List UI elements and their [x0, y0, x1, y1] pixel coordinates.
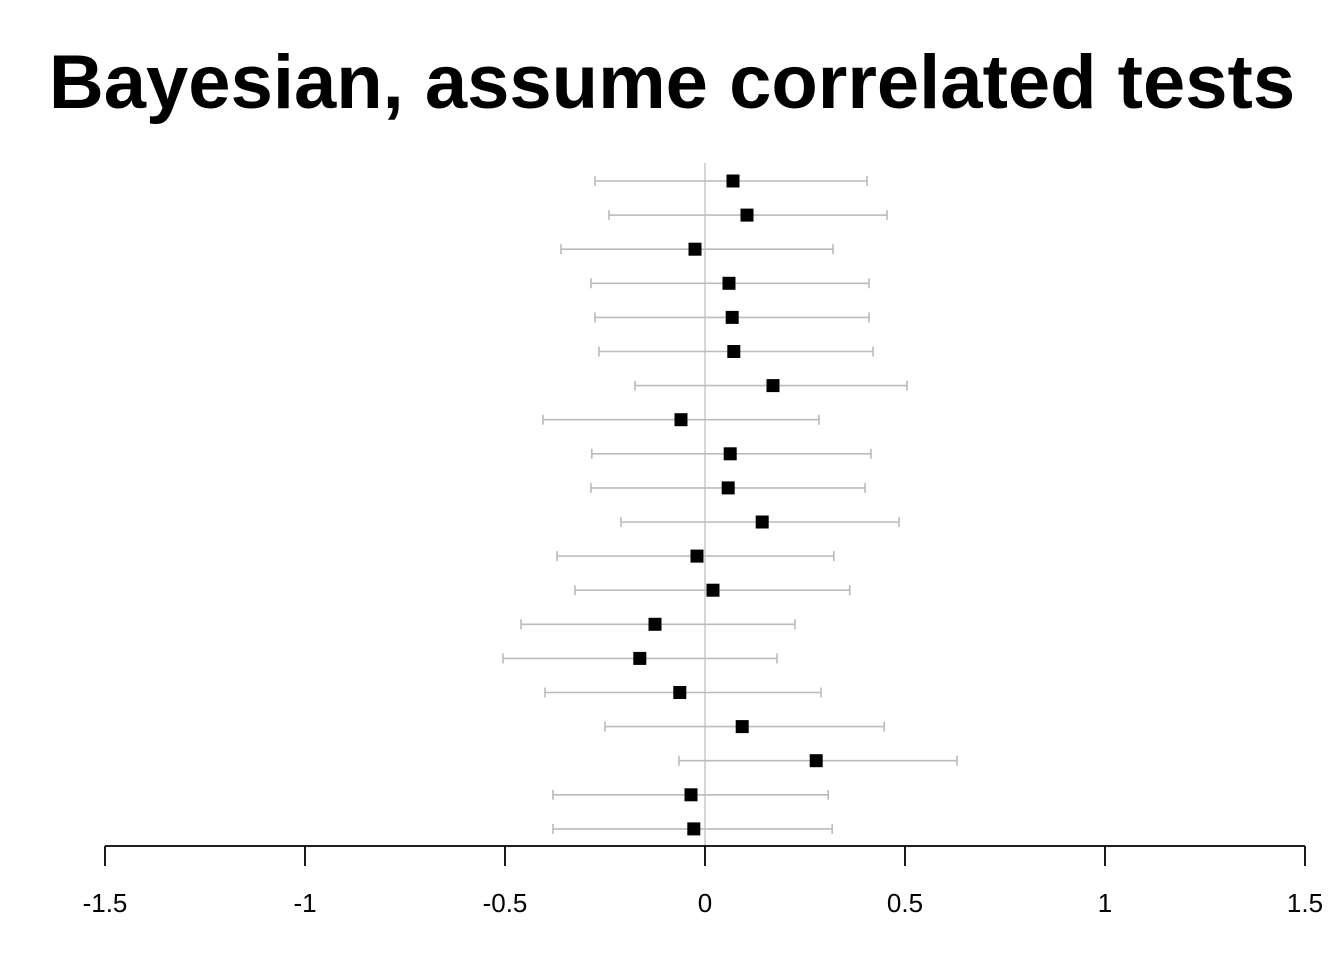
x-tick-label: 1 [1098, 888, 1112, 918]
point-estimate-15 [633, 651, 647, 665]
x-tick-label: 1.5 [1287, 888, 1323, 918]
chart-title: Bayesian, assume correlated tests [48, 40, 1296, 125]
point-estimate-2 [740, 208, 754, 222]
point-layer [633, 174, 823, 836]
point-estimate-13 [706, 583, 720, 597]
interval-layer [502, 176, 958, 834]
point-estimate-11 [755, 515, 769, 529]
x-axis: -1.5 -1 -0.5 0 0.5 1 1.5 [83, 845, 1323, 918]
point-estimate-12 [690, 549, 704, 563]
point-estimate-9 [723, 447, 737, 461]
point-estimate-16 [673, 686, 687, 699]
x-tick-label: -1.5 [83, 888, 128, 918]
point-estimate-5 [725, 310, 739, 324]
point-estimate-1 [726, 174, 740, 188]
x-tick-label: -0.5 [483, 888, 528, 918]
x-tick-label: 0.5 [887, 888, 923, 918]
point-estimate-20 [687, 822, 701, 836]
point-estimate-18 [809, 754, 823, 768]
x-tick-label: -1 [293, 888, 316, 918]
point-estimate-6 [727, 345, 741, 358]
point-estimate-8 [674, 413, 688, 427]
point-estimate-19 [684, 788, 698, 802]
point-estimate-7 [766, 379, 780, 393]
point-estimate-3 [688, 242, 702, 256]
point-estimate-10 [721, 481, 735, 495]
point-estimate-4 [722, 276, 736, 290]
x-tick-label: 0 [698, 888, 712, 918]
point-estimate-17 [735, 720, 749, 734]
point-estimate-14 [648, 617, 662, 631]
